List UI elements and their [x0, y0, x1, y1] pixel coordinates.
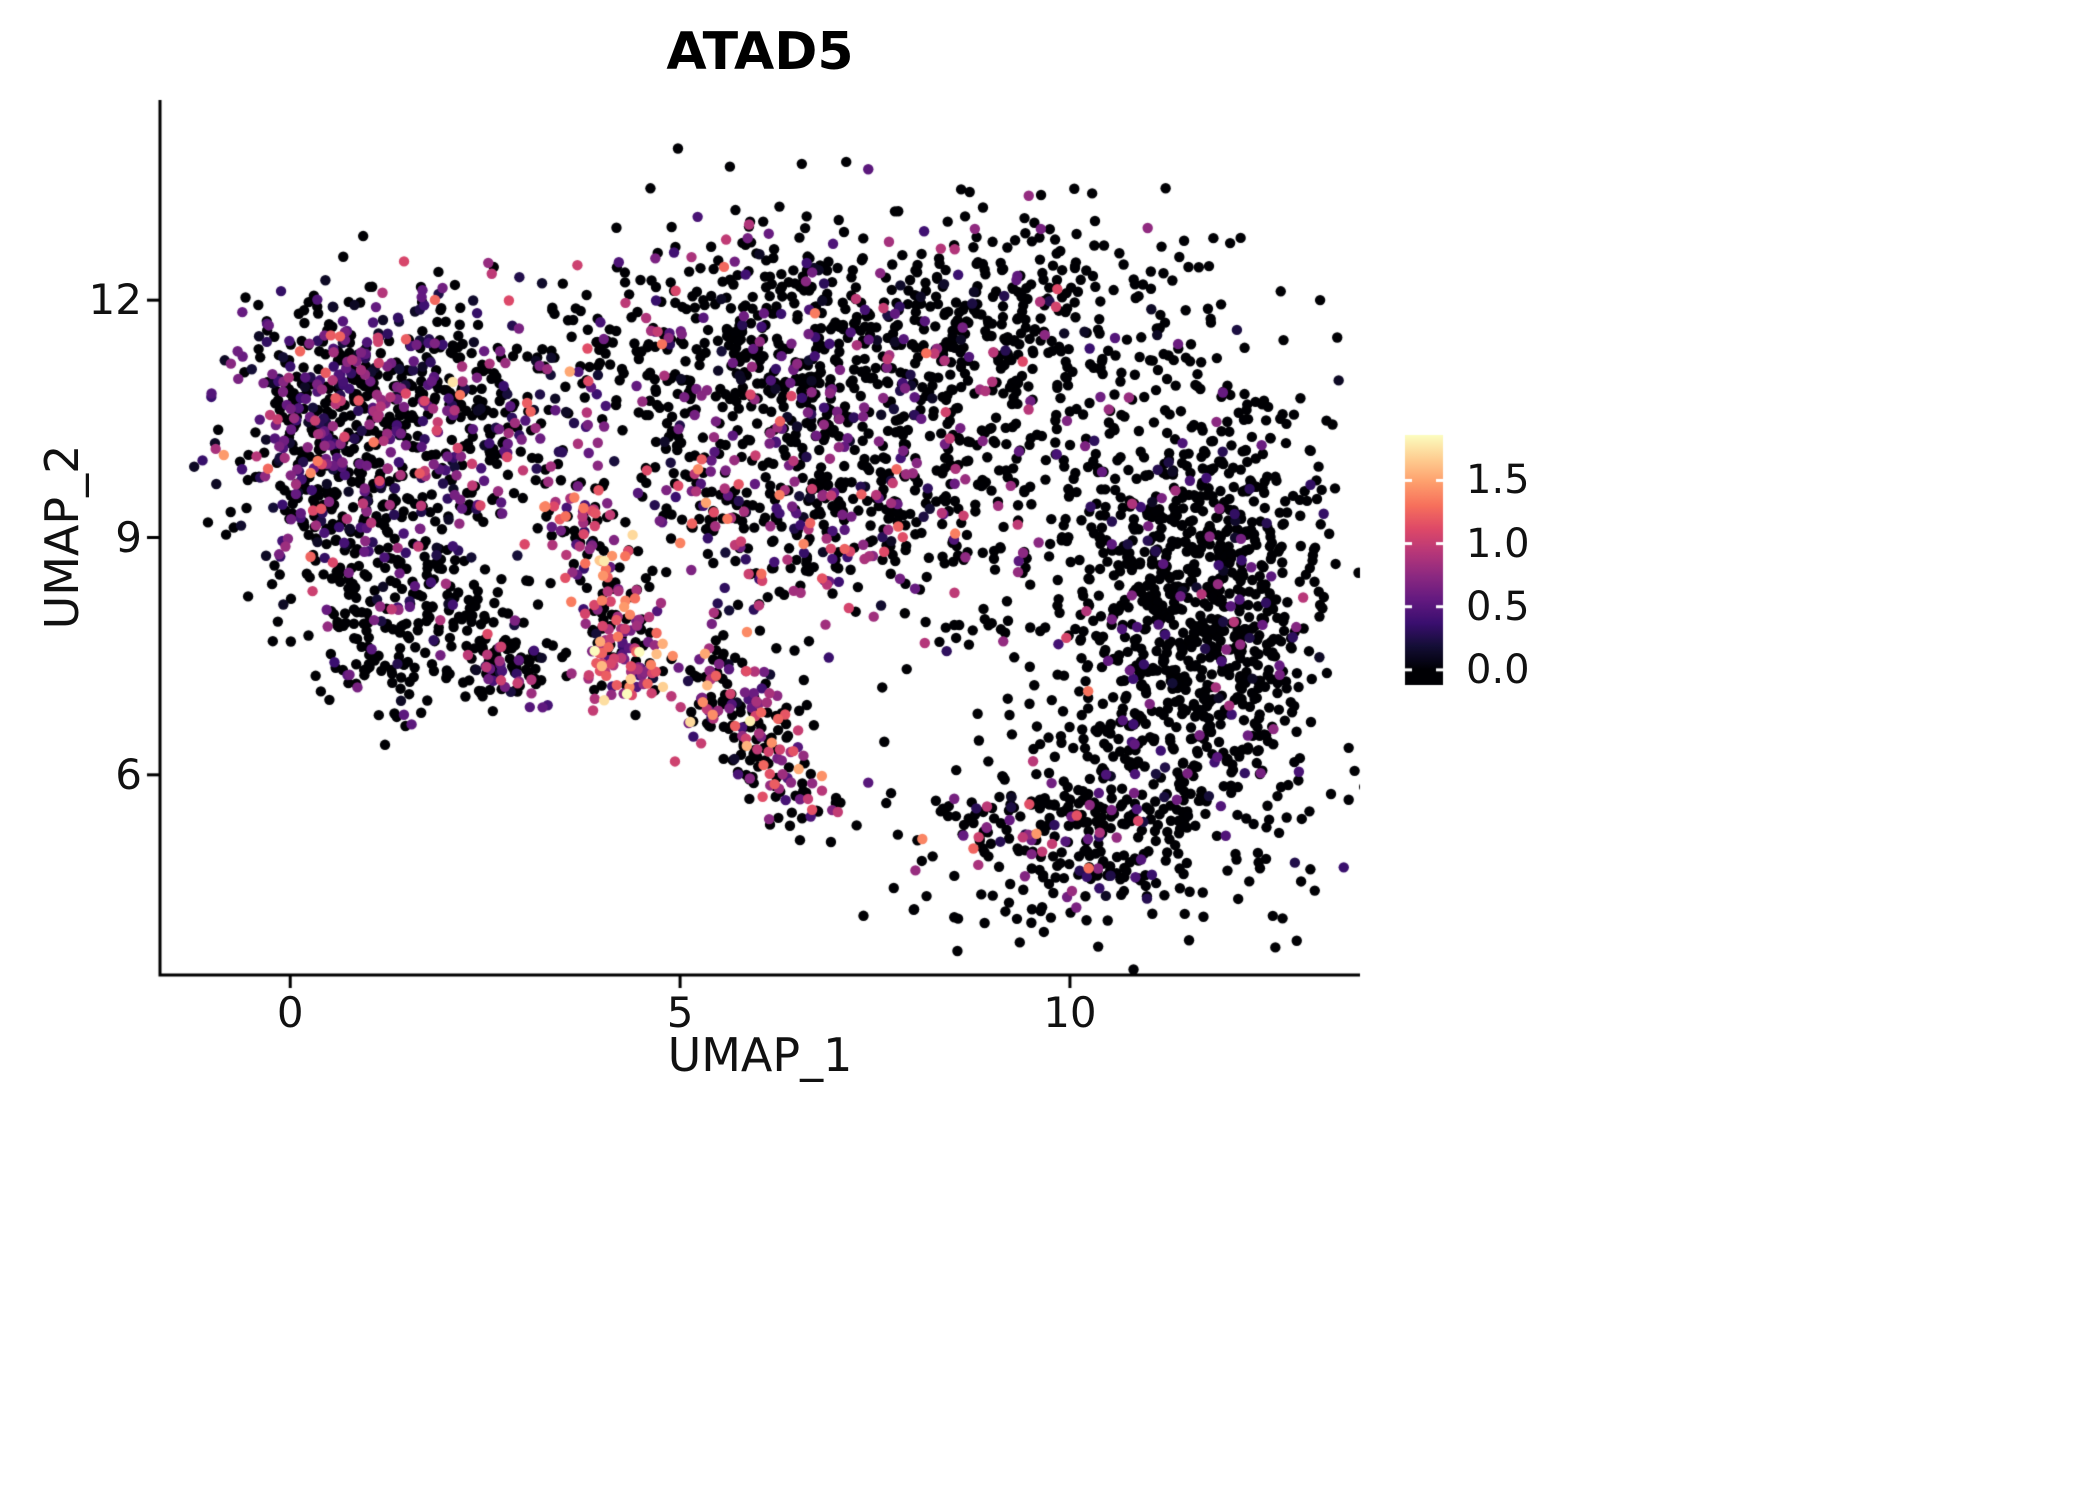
colorbar-tick-label-0-0: 0.0 [1466, 646, 1530, 693]
x-tick-label-10: 10 [1043, 988, 1097, 1037]
x-axis-label: UMAP_1 [667, 1028, 853, 1082]
x-tick-label-0: 0 [276, 988, 304, 1037]
colorbar-tick-label-1-0: 1.0 [1466, 520, 1530, 567]
colorbar-tick-label-0-5: 0.5 [1466, 583, 1530, 630]
y-tick-label-12: 12 [88, 275, 142, 325]
colorbar-tick-label-1-5: 1.5 [1466, 457, 1530, 504]
y-tick-label-6: 6 [115, 749, 142, 799]
x-tick-label-5: 5 [666, 988, 694, 1037]
y-tick-label-9: 9 [115, 512, 142, 562]
plot-title: ATAD5 [666, 22, 854, 82]
